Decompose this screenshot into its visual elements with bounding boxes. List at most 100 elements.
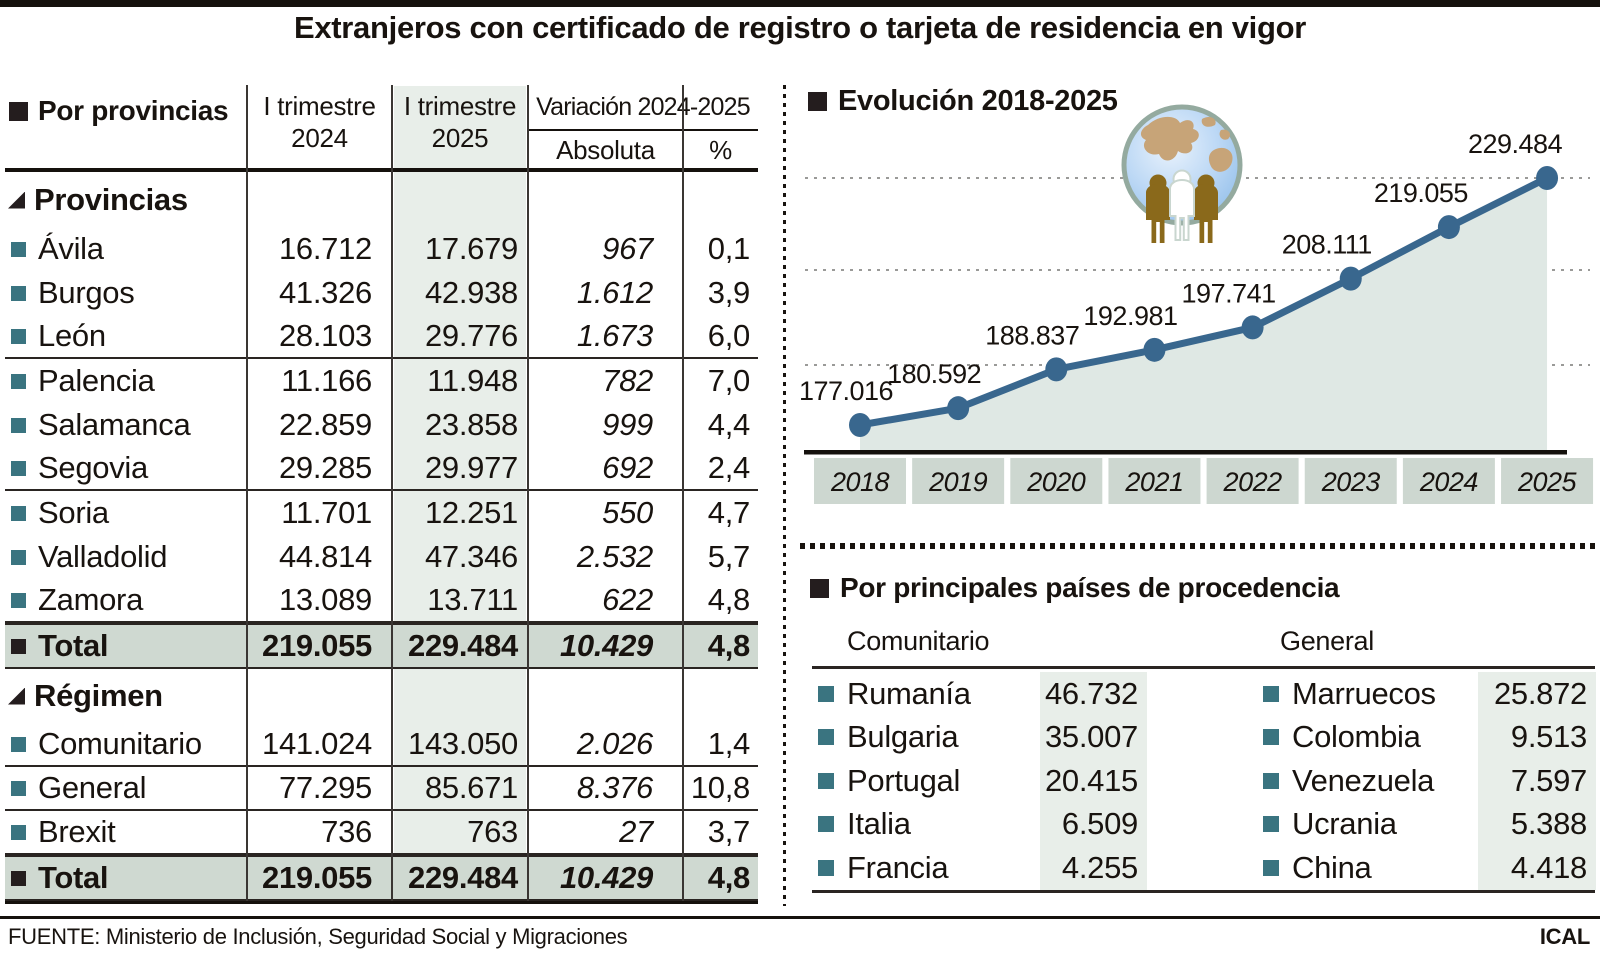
country-label: Portugal: [847, 762, 961, 798]
row-bullet-icon: [11, 241, 26, 257]
country-value: 6.509: [1061, 806, 1138, 842]
data-label: 197.741: [1182, 278, 1276, 308]
table-row: Burgos 41.326 42.938 1.612 3,9: [5, 271, 758, 315]
data-point: [1241, 315, 1264, 340]
row-label-cell: Soria: [5, 495, 247, 531]
country-value: 4.418: [1510, 849, 1587, 885]
value-2024: 141.024: [262, 726, 372, 761]
value-absolute: 782: [602, 363, 653, 398]
x-axis: [804, 450, 1567, 455]
evolution-chart: 177.016180.592188.837192.981197.741208.1…: [800, 130, 1594, 504]
country-row: Bulgaria 35.007: [810, 716, 1147, 760]
table-total-row: Total 219.055 229.484 10.429 4,8: [5, 623, 758, 669]
section-label: Provincias: [34, 182, 188, 217]
data-point: [1536, 166, 1559, 190]
table-row: Valladolid 44.814 47.346 2.532 5,7: [5, 535, 758, 579]
row-label: Total: [38, 628, 109, 663]
dotted-separator: [800, 543, 1600, 549]
x-axis-label-box: [1304, 458, 1397, 504]
value-absolute: 622: [602, 582, 653, 617]
row-bullet-icon: [11, 592, 26, 608]
x-axis-label-box: [814, 458, 906, 504]
countries-group-comunitario: Rumanía 46.732 Bulgaria 35.007 Portugal 20.41…: [810, 672, 1147, 890]
value-2024: 41.326: [278, 275, 372, 310]
country-label: Italia: [847, 806, 911, 842]
x-axis-label: 2024: [1419, 467, 1478, 497]
country-value: 25.872: [1493, 675, 1587, 711]
x-axis-label-box: [1206, 458, 1299, 504]
row-bullet-icon: [11, 505, 26, 521]
row-label-cell: Ávila: [5, 231, 247, 267]
value-2024: 11.166: [281, 363, 372, 398]
row-label-cell: Total: [5, 860, 247, 896]
countries-bottom-rule: [812, 890, 1595, 893]
row-label-cell: General: [5, 770, 247, 806]
row-label: Brexit: [38, 814, 116, 849]
section-header-row: Provincias: [5, 173, 758, 227]
continent-shape: [1219, 129, 1231, 140]
row-bullet-icon: [818, 772, 834, 789]
row-bullet-icon: [1263, 816, 1279, 833]
top-rule: [0, 0, 1600, 7]
row-label: Ávila: [38, 231, 104, 266]
table-row: Soria 11.701 12.251 550 4,7: [5, 491, 758, 535]
data-point: [1143, 337, 1166, 362]
value-2024: 11.701: [281, 495, 372, 530]
row-bullet-icon: [818, 816, 834, 833]
row-label: Comunitario: [38, 726, 202, 761]
value-2024: 29.285: [278, 450, 372, 485]
x-axis-label: 2022: [1223, 467, 1283, 497]
value-2025: 29.977: [424, 450, 518, 485]
data-label: 208.111: [1282, 230, 1372, 260]
country-row: Francia 4.255: [810, 846, 1147, 890]
value-percent: 1,4: [707, 726, 751, 761]
continent-shape: [1208, 147, 1233, 172]
value-percent: 4,4: [707, 407, 751, 442]
value-absolute: 1.673: [576, 318, 653, 353]
value-percent: 10,8: [690, 770, 750, 805]
countries-title-label: Por principales países de procedencia: [840, 572, 1340, 603]
table-row: Palencia 11.166 11.948 782 7,0: [5, 359, 758, 403]
continent-shape: [1140, 116, 1199, 161]
value-2024: 219.055: [262, 860, 372, 895]
square-bullet-icon: [808, 92, 827, 111]
row-label: Zamora: [38, 582, 144, 617]
country-value: 7.597: [1510, 762, 1587, 798]
value-2025: 13.711: [427, 582, 518, 617]
country-value: 4.255: [1061, 849, 1138, 885]
row-label: Palencia: [38, 363, 155, 398]
value-2025: 12.251: [424, 495, 518, 530]
data-point: [947, 396, 970, 421]
country-row: China 4.418: [1255, 846, 1596, 890]
provinces-table: Por provincias I trimestre 2024 I trimes…: [5, 85, 758, 904]
column-header-variation: Variación 2024-2025: [536, 93, 750, 121]
page-title: Extranjeros con certificado de registro …: [293, 10, 1307, 45]
value-2025: 229.484: [408, 860, 518, 895]
x-axis-label: 2020: [1026, 467, 1086, 497]
value-absolute: 10.429: [559, 860, 653, 895]
data-point: [1437, 215, 1460, 240]
value-2025: 143.050: [408, 726, 518, 761]
x-axis-label: 2019: [928, 467, 988, 497]
evolution-title: Evolución 2018-2025: [808, 85, 1118, 118]
country-label: Bulgaria: [847, 719, 959, 755]
value-2024: 219.055: [262, 628, 372, 663]
row-bullet-icon: [11, 285, 26, 301]
row-label-cell: Brexit: [5, 814, 247, 850]
countries-title: Por principales países de procedencia: [810, 572, 1340, 604]
row-bullet-icon: [818, 859, 834, 876]
row-bullet-icon: [11, 736, 26, 752]
row-bullet-icon: [11, 780, 26, 796]
row-bullet-icon: [11, 417, 26, 433]
row-bullet-icon: [818, 729, 834, 746]
section-label-cell: Provincias: [5, 182, 247, 218]
row-bullet-icon: [1263, 772, 1279, 789]
value-percent: 2,4: [707, 450, 751, 485]
section-header-row: Régimen: [5, 669, 758, 723]
country-label: China: [1292, 849, 1372, 885]
column-header-percent: %: [709, 135, 732, 165]
country-row: Rumanía 46.732: [810, 672, 1147, 716]
row-bullet-icon: [11, 870, 26, 886]
data-label: 192.981: [1083, 301, 1177, 331]
